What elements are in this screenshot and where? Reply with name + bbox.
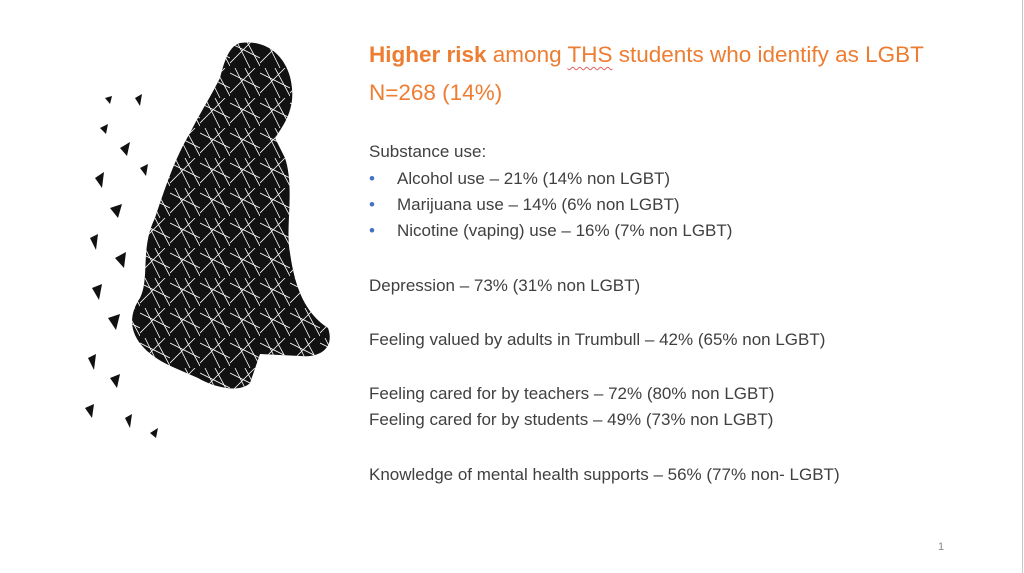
shattered-person-image [85, 42, 330, 438]
mental-health-line: Knowledge of mental health supports – 56… [369, 465, 840, 484]
valued-adults-line: Feeling valued by adults in Trumbull – 4… [369, 330, 826, 349]
page-number: 1 [938, 541, 945, 553]
bullet-icon: • [369, 195, 375, 214]
bullet-text: Alcohol use – 21% (14% non LGBT) [397, 169, 671, 188]
cared-students-line: Feeling cared for by students – 49% (73%… [369, 410, 774, 429]
bullet-icon: • [369, 221, 375, 240]
bullet-text: Nicotine (vaping) use – 16% (7% non LGBT… [397, 221, 733, 240]
slide-title: Higher risk among THS students who ident… [369, 36, 969, 112]
title-ths: THS [567, 42, 613, 67]
bullet-icon: • [369, 169, 375, 188]
slide-edge [1022, 0, 1023, 573]
title-text: among [486, 42, 568, 67]
bullet-text: Marijuana use – 14% (6% non LGBT) [397, 195, 680, 214]
cared-teachers-line: Feeling cared for by teachers – 72% (80%… [369, 384, 775, 403]
depression-line: Depression – 73% (31% non LGBT) [369, 276, 641, 295]
title-text-rest: students who identify as LGBT N=268 (14%… [369, 42, 924, 105]
substance-heading: Substance use: [369, 142, 487, 161]
title-emphasis: Higher risk [369, 42, 487, 67]
